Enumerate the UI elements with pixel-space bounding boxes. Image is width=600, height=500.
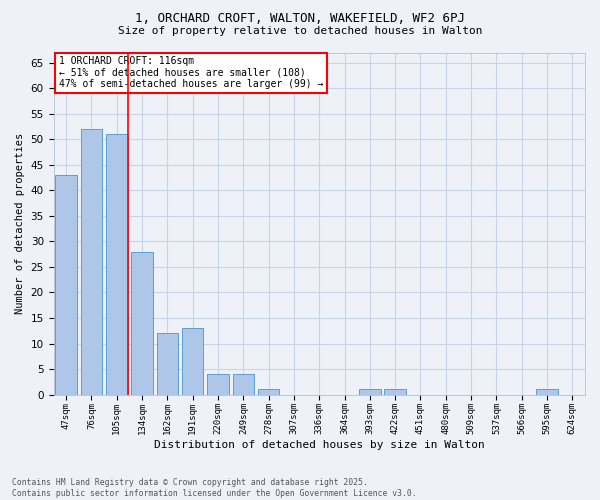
Bar — [536, 390, 558, 394]
Bar — [157, 334, 178, 394]
Bar — [385, 390, 406, 394]
Y-axis label: Number of detached properties: Number of detached properties — [15, 133, 25, 314]
Bar — [233, 374, 254, 394]
Bar — [106, 134, 128, 394]
Text: Contains HM Land Registry data © Crown copyright and database right 2025.
Contai: Contains HM Land Registry data © Crown c… — [12, 478, 416, 498]
Bar — [182, 328, 203, 394]
Bar — [81, 129, 102, 394]
Bar — [55, 175, 77, 394]
Text: 1, ORCHARD CROFT, WALTON, WAKEFIELD, WF2 6PJ: 1, ORCHARD CROFT, WALTON, WAKEFIELD, WF2… — [135, 12, 465, 26]
Text: 1 ORCHARD CROFT: 116sqm
← 51% of detached houses are smaller (108)
47% of semi-d: 1 ORCHARD CROFT: 116sqm ← 51% of detache… — [59, 56, 323, 89]
Bar — [359, 390, 380, 394]
Bar — [131, 252, 153, 394]
Text: Size of property relative to detached houses in Walton: Size of property relative to detached ho… — [118, 26, 482, 36]
Bar — [258, 390, 280, 394]
X-axis label: Distribution of detached houses by size in Walton: Distribution of detached houses by size … — [154, 440, 485, 450]
Bar — [207, 374, 229, 394]
